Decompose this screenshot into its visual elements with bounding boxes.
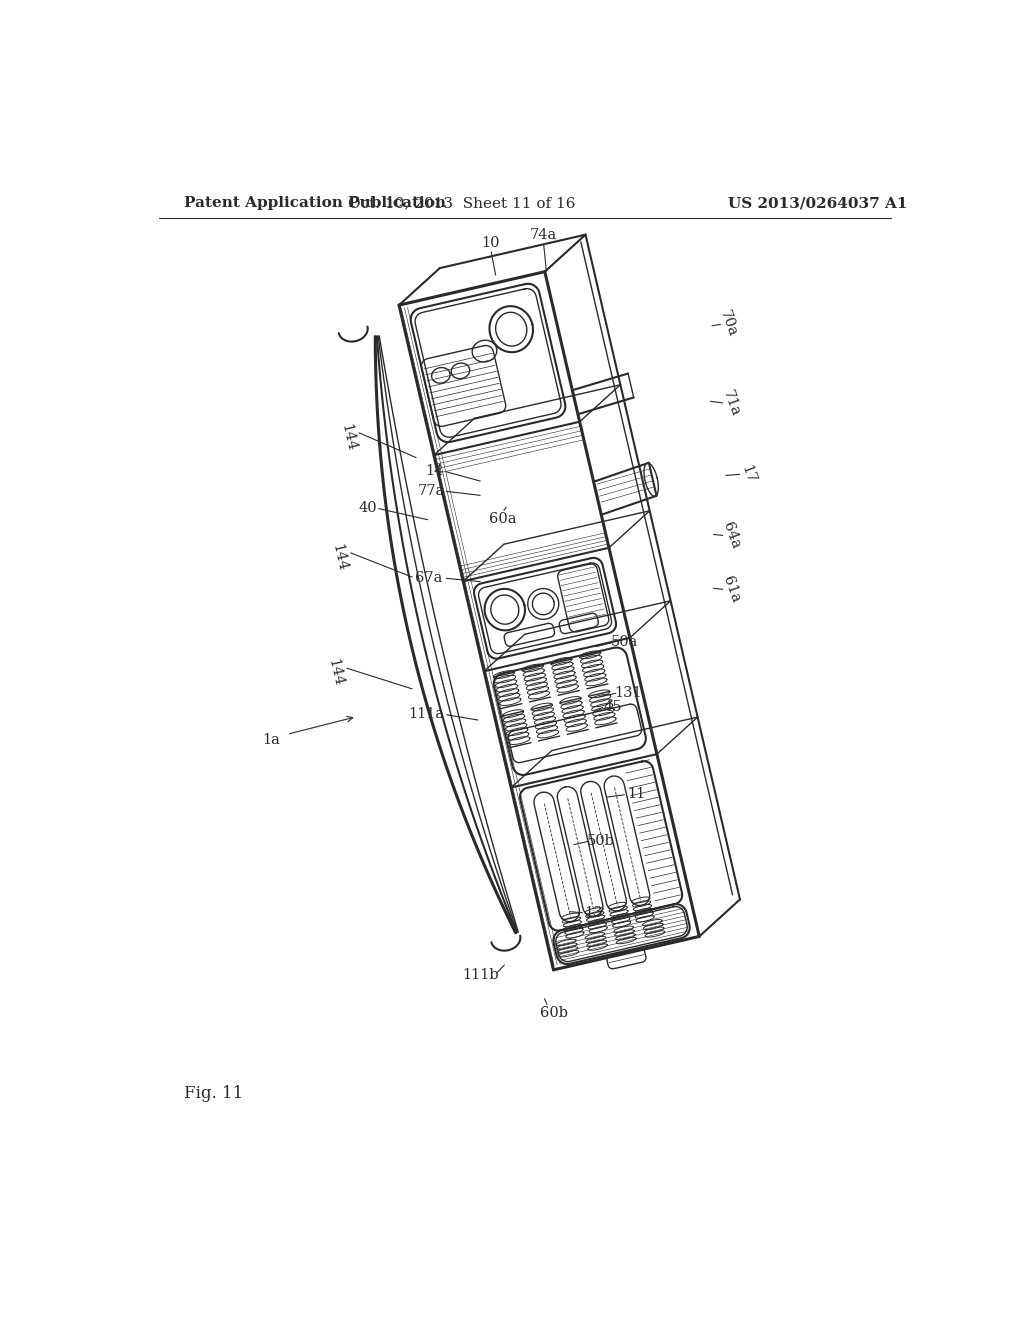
Text: 14: 14: [425, 465, 443, 478]
Text: 61a: 61a: [720, 574, 742, 605]
Text: 70a: 70a: [718, 309, 740, 339]
Text: 17: 17: [738, 463, 758, 486]
Text: Patent Application Publication: Patent Application Publication: [183, 197, 445, 210]
Text: 144: 144: [338, 422, 358, 453]
Text: 1a: 1a: [262, 733, 281, 747]
Text: 40: 40: [359, 502, 378, 515]
Text: 45: 45: [604, 700, 623, 714]
Text: 144: 144: [330, 543, 349, 573]
Text: 111a: 111a: [409, 708, 444, 721]
Text: 67a: 67a: [415, 572, 442, 585]
Text: 111b: 111b: [462, 968, 499, 982]
Text: 11: 11: [628, 788, 645, 801]
Text: 60a: 60a: [488, 512, 516, 525]
Text: 64a: 64a: [720, 520, 742, 550]
Text: Fig. 11: Fig. 11: [183, 1085, 243, 1102]
Text: 50b: 50b: [587, 834, 614, 847]
Text: 144: 144: [326, 657, 346, 688]
Text: 13: 13: [584, 906, 602, 920]
Text: 71a: 71a: [720, 388, 742, 418]
Text: Oct. 10, 2013  Sheet 11 of 16: Oct. 10, 2013 Sheet 11 of 16: [347, 197, 575, 210]
Text: US 2013/0264037 A1: US 2013/0264037 A1: [728, 197, 907, 210]
Text: 77a: 77a: [418, 484, 445, 498]
Text: 50a: 50a: [610, 635, 638, 649]
Text: 74a: 74a: [529, 228, 557, 243]
Text: 10: 10: [481, 236, 500, 249]
Text: 60b: 60b: [541, 1006, 568, 1020]
Text: 131: 131: [614, 686, 642, 700]
